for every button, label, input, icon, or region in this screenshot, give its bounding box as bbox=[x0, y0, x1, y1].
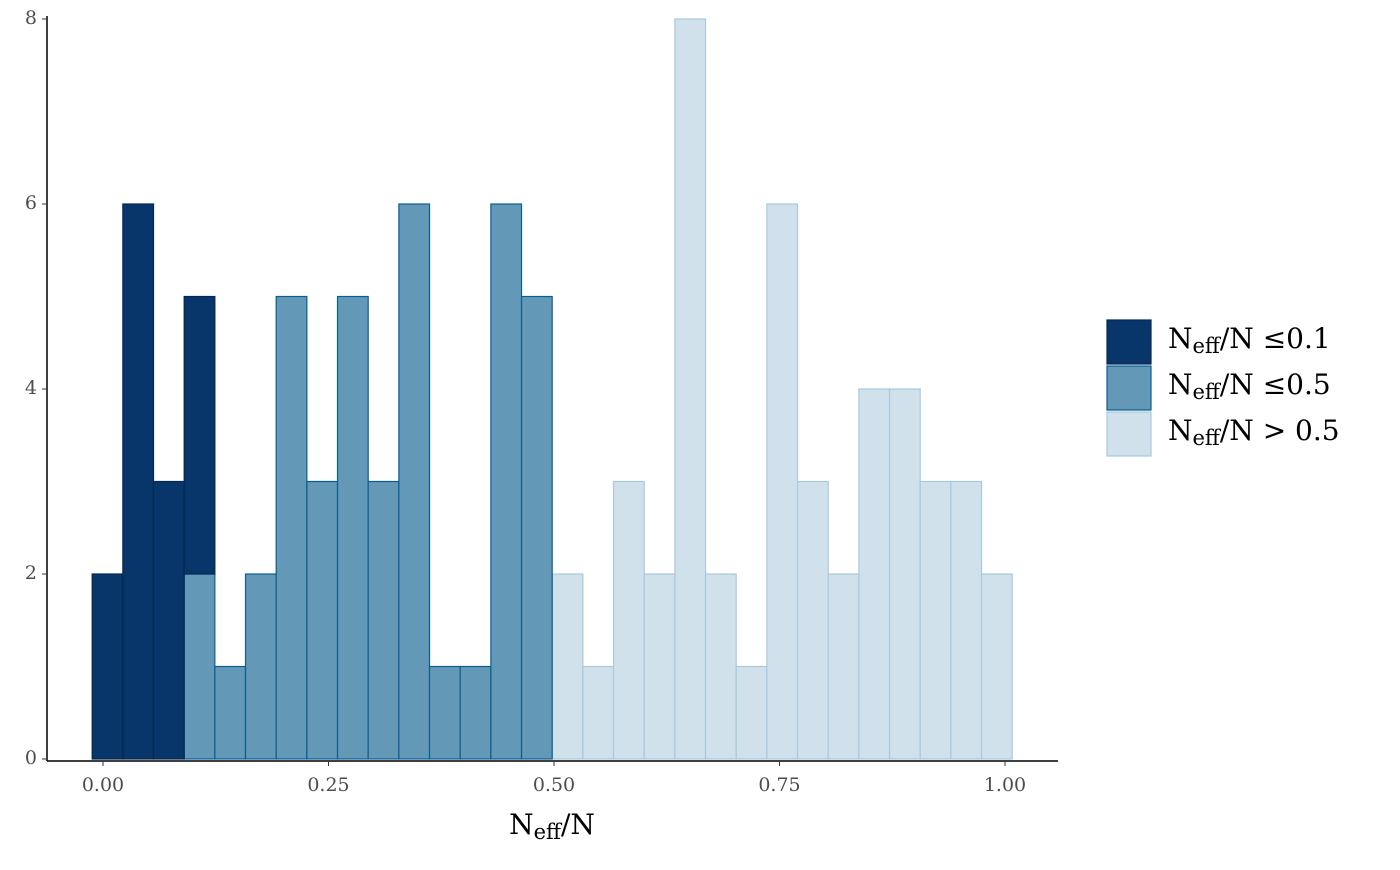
legend-label: Neff/N ≤0.1 bbox=[1168, 322, 1331, 358]
bar bbox=[183, 295, 216, 575]
bar bbox=[888, 388, 921, 760]
bar bbox=[91, 573, 124, 760]
bar bbox=[367, 480, 400, 760]
bar bbox=[551, 573, 584, 760]
bar bbox=[919, 480, 952, 760]
legend-key bbox=[1106, 411, 1152, 457]
bar bbox=[735, 665, 768, 760]
legend-key bbox=[1106, 319, 1152, 365]
y-tick-label: 0 bbox=[25, 747, 37, 769]
x-axis-title: Neff/N bbox=[509, 808, 595, 844]
x-tick-label: 0.00 bbox=[82, 774, 124, 796]
bar bbox=[796, 480, 829, 760]
bar bbox=[643, 573, 676, 760]
bar bbox=[398, 203, 431, 760]
bar bbox=[152, 480, 185, 760]
bar bbox=[766, 203, 799, 760]
bar bbox=[490, 203, 523, 760]
bar bbox=[244, 573, 277, 760]
y-tick-label: 6 bbox=[25, 192, 37, 214]
bar bbox=[122, 203, 155, 760]
legend-label: Neff/N > 0.5 bbox=[1168, 414, 1340, 450]
bar bbox=[306, 480, 339, 760]
y-tick-label: 4 bbox=[25, 377, 37, 399]
bar bbox=[582, 665, 615, 760]
bar bbox=[827, 573, 860, 760]
bar bbox=[459, 665, 492, 760]
bar bbox=[183, 573, 216, 760]
bar bbox=[336, 295, 369, 760]
y-tick-label: 8 bbox=[25, 7, 37, 29]
bar bbox=[674, 18, 707, 760]
bar bbox=[704, 573, 737, 760]
x-tick-label: 0.25 bbox=[307, 774, 349, 796]
bar bbox=[214, 665, 247, 760]
bar bbox=[520, 295, 553, 760]
legend-label: Neff/N ≤0.5 bbox=[1168, 368, 1331, 404]
bar bbox=[950, 480, 983, 760]
bar bbox=[428, 665, 461, 760]
x-tick-label: 0.50 bbox=[533, 774, 575, 796]
x-tick-label: 1.00 bbox=[984, 774, 1026, 796]
bar bbox=[858, 388, 891, 760]
bar bbox=[980, 573, 1013, 760]
y-tick-label: 2 bbox=[25, 562, 37, 584]
x-tick-label: 0.75 bbox=[758, 774, 800, 796]
bar bbox=[275, 295, 308, 760]
bar bbox=[612, 480, 645, 760]
legend-key bbox=[1106, 365, 1152, 411]
